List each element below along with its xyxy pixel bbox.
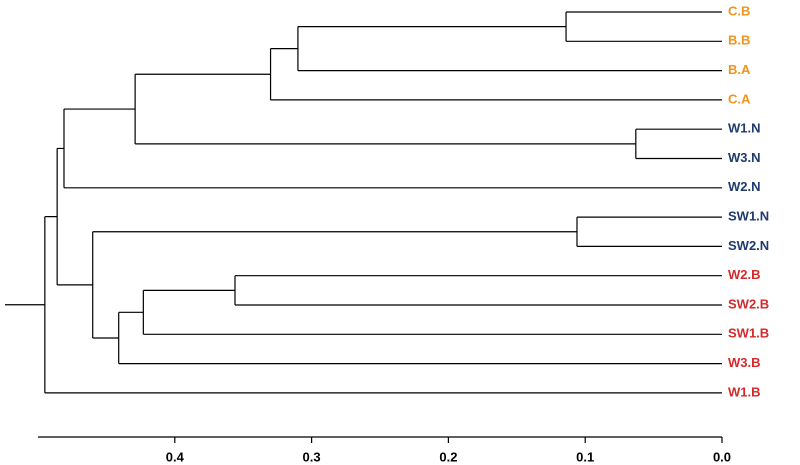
leaf-label: C.B: [728, 3, 750, 18]
leaf-label: W2.B: [728, 267, 761, 282]
leaf-label: C.A: [728, 91, 751, 106]
branch: [576, 216, 722, 247]
leaf-label: SW2.B: [728, 296, 769, 311]
x-tick-label: 0.1: [576, 449, 594, 464]
leaf-label: W3.N: [728, 150, 761, 165]
branch: [118, 311, 722, 365]
branch: [56, 147, 93, 286]
branch: [234, 275, 722, 306]
leaf-label: W1.N: [728, 121, 761, 136]
x-tick-label: 0.4: [166, 449, 185, 464]
branch: [297, 26, 722, 72]
x-tick-label: 0.0: [713, 449, 731, 464]
x-tick-label: 0.2: [439, 449, 457, 464]
leaf-label: SW1.B: [728, 326, 769, 341]
branch: [142, 289, 722, 335]
branch: [269, 48, 722, 101]
leaf-label: W2.N: [728, 179, 761, 194]
leaf-label: B.B: [728, 33, 750, 48]
x-tick-label: 0.3: [303, 449, 321, 464]
leaf-label: SW2.N: [728, 238, 769, 253]
leaf-label: B.A: [728, 62, 751, 77]
leaf-label: W3.B: [728, 355, 761, 370]
leaf-label: W1.B: [728, 384, 761, 399]
branch: [635, 128, 722, 160]
branch: [565, 11, 722, 42]
branch: [134, 73, 636, 145]
leaf-label: SW1.N: [728, 209, 769, 224]
branch: [92, 231, 577, 339]
branch: [63, 108, 722, 189]
